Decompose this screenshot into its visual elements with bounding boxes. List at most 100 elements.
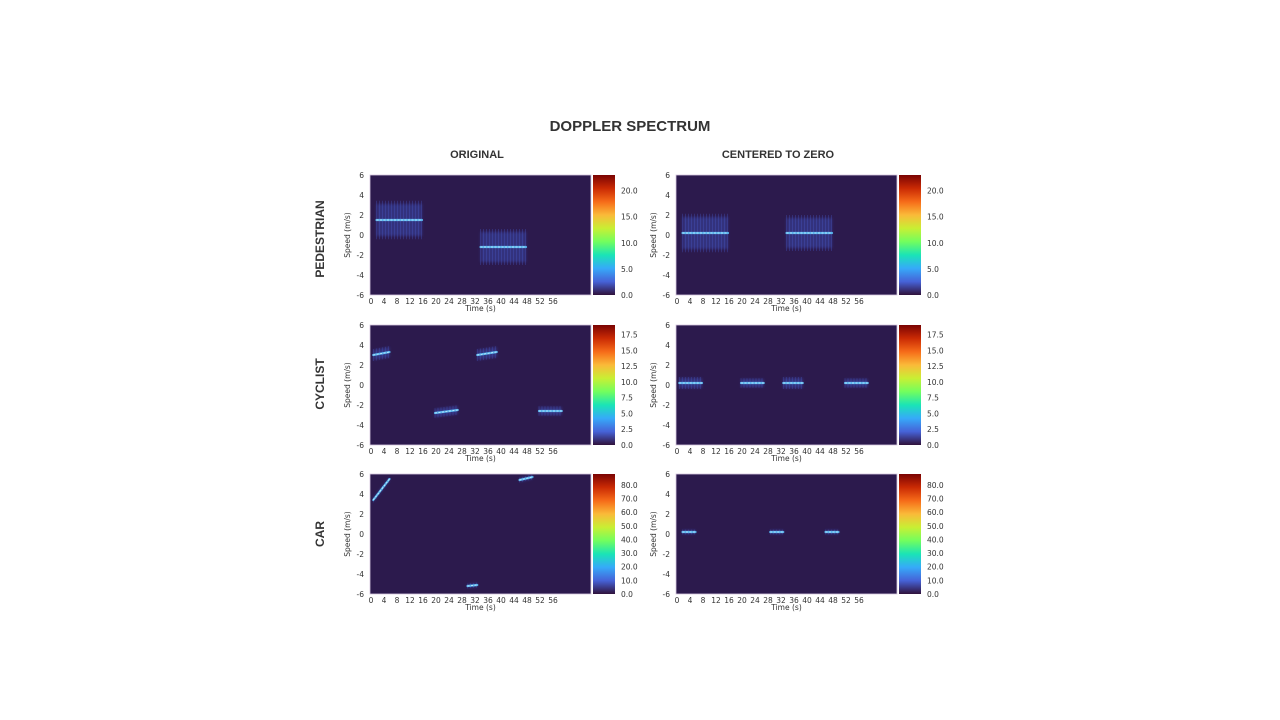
- colorbar-tick-label: 5.0: [621, 409, 633, 418]
- colorbar: [593, 175, 615, 295]
- x-tick-label: 24: [444, 447, 454, 456]
- y-tick-label: 2: [359, 361, 364, 370]
- x-tick-label: 0: [369, 447, 374, 456]
- y-tick-label: 0: [359, 381, 364, 390]
- y-tick-label: 6: [665, 171, 670, 180]
- x-tick-label: 32: [776, 297, 786, 306]
- plot-frame: [675, 174, 898, 296]
- x-tick-label: 48: [828, 297, 838, 306]
- colorbar-tick-label: 0.0: [621, 291, 633, 300]
- signal-trace: [678, 377, 704, 389]
- plot-frame: [675, 473, 898, 595]
- x-tick-label: 52: [535, 447, 545, 456]
- x-tick-label: 48: [522, 447, 532, 456]
- x-tick-label: 8: [701, 447, 706, 456]
- signal-trace: [372, 477, 391, 503]
- x-tick-label: 16: [418, 596, 428, 605]
- colorbar: [899, 325, 921, 445]
- y-axis-label: Speed (m/s): [343, 511, 352, 557]
- colorbar-tick-label: 15.0: [927, 346, 944, 355]
- colorbar: [593, 474, 615, 594]
- signal-peak: [373, 351, 390, 356]
- signal-peak: [372, 478, 390, 501]
- colorbar-tick-label: 15.0: [621, 213, 638, 222]
- y-tick-label: -4: [663, 271, 671, 280]
- colorbar-tick-label: 5.0: [927, 409, 939, 418]
- colorbar-tick-label: 80.0: [927, 481, 944, 490]
- x-tick-label: 36: [483, 297, 493, 306]
- x-tick-label: 44: [509, 297, 519, 306]
- colorbar: [899, 175, 921, 295]
- y-tick-label: 4: [359, 341, 364, 350]
- colorbar-tick-label: 10.0: [927, 378, 944, 387]
- y-tick-label: 2: [665, 211, 670, 220]
- x-axis-label: Time (s): [464, 603, 496, 612]
- x-tick-label: 56: [548, 297, 558, 306]
- x-tick-label: 4: [688, 447, 693, 456]
- signal-trace: [681, 213, 730, 253]
- x-tick-label: 12: [711, 447, 721, 456]
- x-tick-label: 0: [369, 596, 374, 605]
- colorbar-tick-label: 2.5: [621, 425, 633, 434]
- x-tick-label: 12: [711, 297, 721, 306]
- y-tick-label: 4: [359, 490, 364, 499]
- y-tick-label: 4: [359, 191, 364, 200]
- x-tick-label: 32: [470, 596, 480, 605]
- colorbar-tick-label: 70.0: [621, 495, 638, 504]
- colorbar-tick-label: 15.0: [927, 213, 944, 222]
- x-tick-label: 28: [457, 596, 467, 605]
- x-tick-label: 48: [828, 596, 838, 605]
- colorbar-tick-label: 30.0: [927, 549, 944, 558]
- x-tick-label: 40: [802, 297, 812, 306]
- row-label-car: CAR: [313, 521, 327, 547]
- x-tick-label: 8: [395, 447, 400, 456]
- y-tick-label: 6: [359, 470, 364, 479]
- x-tick-label: 0: [675, 596, 680, 605]
- x-tick-label: 28: [457, 447, 467, 456]
- x-tick-label: 16: [418, 297, 428, 306]
- signal-core: [476, 350, 498, 357]
- x-tick-label: 8: [395, 596, 400, 605]
- y-tick-label: -6: [357, 291, 365, 300]
- x-tick-label: 56: [548, 447, 558, 456]
- colorbar-tick-label: 7.5: [927, 394, 939, 403]
- x-tick-label: 52: [841, 297, 851, 306]
- colorbar-tick-label: 20.0: [927, 187, 944, 196]
- x-tick-label: 56: [854, 596, 864, 605]
- x-tick-label: 8: [701, 596, 706, 605]
- x-tick-label: 44: [815, 297, 825, 306]
- colorbar-tick-label: 0.0: [621, 590, 633, 599]
- colorbar-tick-label: 20.0: [621, 563, 638, 572]
- y-tick-label: 2: [665, 361, 670, 370]
- x-tick-label: 36: [789, 297, 799, 306]
- y-axis-label: Speed (m/s): [649, 511, 658, 557]
- x-tick-label: 40: [496, 447, 506, 456]
- y-tick-label: -2: [357, 550, 365, 559]
- signal-trace: [769, 529, 785, 535]
- plot-frame: [369, 324, 592, 446]
- y-tick-label: -2: [357, 251, 365, 260]
- x-tick-label: 32: [776, 447, 786, 456]
- x-tick-label: 56: [854, 297, 864, 306]
- plot-area: [370, 325, 591, 445]
- x-axis-label: Time (s): [770, 603, 802, 612]
- x-tick-label: 36: [789, 596, 799, 605]
- x-tick-label: 8: [701, 297, 706, 306]
- signal-trace: [537, 406, 563, 416]
- y-tick-label: 6: [665, 321, 670, 330]
- x-axis-label: Time (s): [770, 304, 802, 313]
- figure-title: DOPPLER SPECTRUM: [549, 118, 711, 135]
- colorbar-tick-label: 30.0: [621, 549, 638, 558]
- x-tick-label: 20: [431, 297, 441, 306]
- x-tick-label: 0: [369, 297, 374, 306]
- x-tick-label: 36: [483, 447, 493, 456]
- colorbar-tick-label: 60.0: [927, 508, 944, 517]
- x-tick-label: 52: [535, 596, 545, 605]
- y-tick-label: -4: [357, 421, 365, 430]
- signal-trace: [782, 377, 804, 389]
- x-tick-label: 12: [405, 596, 415, 605]
- signal-trace: [739, 378, 765, 388]
- y-tick-label: 0: [665, 231, 670, 240]
